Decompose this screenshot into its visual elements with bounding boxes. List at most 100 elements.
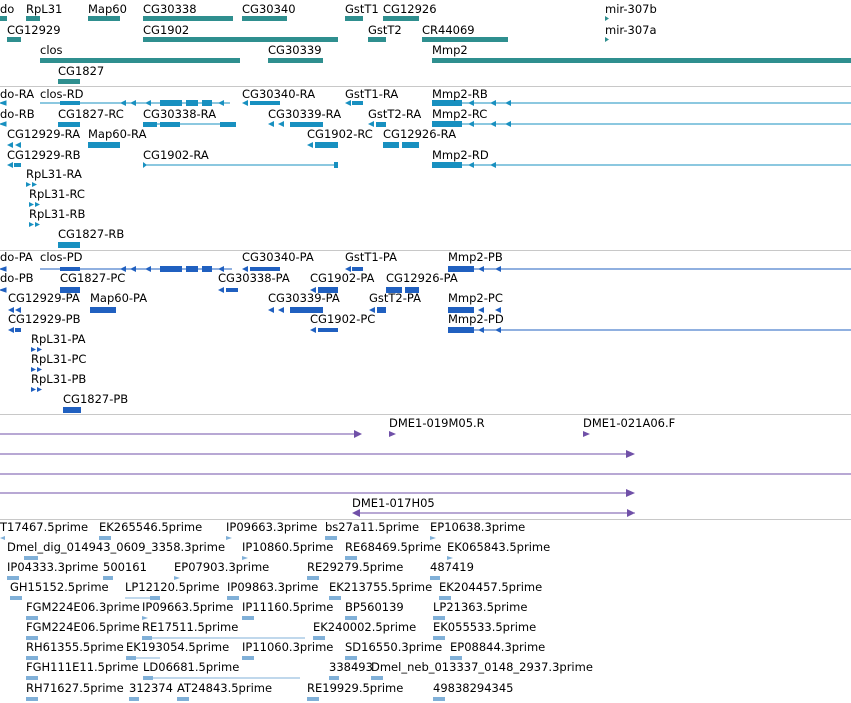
ests-feature-label[interactable]: RE29279.5prime xyxy=(307,560,403,574)
protein-feature-label[interactable]: Mmp2-PD xyxy=(448,312,504,326)
protein-feature-label[interactable]: RpL31-PB xyxy=(31,372,86,386)
ests-feature-label[interactable]: Dmel_dig_014943_0609_3358.3prime xyxy=(7,540,225,554)
ests-feature-label[interactable]: FGM224E06.5prime xyxy=(26,620,140,634)
rna-feature-label[interactable]: CG30339-RA xyxy=(268,107,341,121)
protein-feature-label[interactable]: CG12929-PB xyxy=(8,312,81,326)
ests-feature-label[interactable]: 487419 xyxy=(430,560,474,574)
ests-feature-label[interactable]: RE19929.5prime xyxy=(307,681,403,695)
ests-feature-label[interactable]: IP10860.5prime xyxy=(242,540,333,554)
clone-glyphs[interactable] xyxy=(0,430,851,517)
protein-feature-label[interactable]: GstT2-PA xyxy=(369,291,421,305)
protein-feature-label[interactable]: CG1827-PB xyxy=(63,392,128,406)
rna-feature-label[interactable]: CG12929-RA xyxy=(7,127,80,141)
ests-feature-label[interactable]: IP04333.3prime xyxy=(7,560,98,574)
rna-feature-label[interactable]: Mmp2-RB xyxy=(432,87,488,101)
ests-feature-label[interactable]: EP08844.3prime xyxy=(450,640,545,654)
protein-feature-label[interactable]: GstT1-PA xyxy=(345,250,397,264)
protein-glyphs[interactable] xyxy=(0,266,851,413)
ests-feature-label[interactable]: FGM224E06.3prime xyxy=(26,600,140,614)
ests-feature-label[interactable]: RE17511.5prime xyxy=(142,620,238,634)
genes-feature-label[interactable]: Map60 xyxy=(88,2,127,16)
protein-feature-label[interactable]: CG1902-PA xyxy=(310,271,375,285)
ests-feature-label[interactable]: IP09663.5prime xyxy=(142,600,233,614)
genes-feature-label[interactable]: Mmp2 xyxy=(432,43,468,57)
ests-feature-label[interactable]: Dmel_neb_013337_0148_2937.3prime xyxy=(371,660,593,674)
ests-feature-label[interactable]: AT24843.5prime xyxy=(177,681,272,695)
rna-feature-label[interactable]: CG1827-RB xyxy=(58,227,124,241)
ests-feature-label[interactable]: EK213755.5prime xyxy=(329,580,432,594)
ests-feature-label[interactable]: IP09663.3prime xyxy=(226,520,317,534)
ests-feature-label[interactable]: EK204457.5prime xyxy=(439,580,542,594)
ests-feature-label[interactable]: EP07903.3prime xyxy=(174,560,269,574)
clones-feature-label[interactable]: DME1-019M05.R xyxy=(389,416,485,430)
protein-feature-label[interactable]: clos-PD xyxy=(40,250,83,264)
ests-feature-label[interactable]: EK065843.5prime xyxy=(447,540,550,554)
clones-feature-label[interactable]: DME1-017H05 xyxy=(352,496,435,510)
rna-feature-label[interactable]: GstT1-RA xyxy=(345,87,398,101)
rna-feature-label[interactable]: Mmp2-RC xyxy=(432,107,487,121)
ests-feature-label[interactable]: bs27a11.5prime xyxy=(325,520,419,534)
rna-feature-label[interactable]: clos-RD xyxy=(40,87,84,101)
ests-feature-label[interactable]: 312374 xyxy=(129,681,173,695)
ests-feature-label[interactable]: EK265546.5prime xyxy=(99,520,202,534)
protein-feature-label[interactable]: CG30338-PA xyxy=(218,271,290,285)
protein-feature-label[interactable]: Mmp2-PC xyxy=(448,291,503,305)
ests-feature-label[interactable]: FGH111E11.5prime xyxy=(26,660,139,674)
rna-feature-label[interactable]: CG30340-RA xyxy=(242,87,315,101)
ests-feature-label[interactable]: 49838294345 xyxy=(433,681,513,695)
ests-feature-label[interactable]: EP10638.3prime xyxy=(430,520,525,534)
rna-feature-label[interactable]: CG30338-RA xyxy=(143,107,216,121)
ests-feature-label[interactable]: LP12120.5prime xyxy=(125,580,219,594)
rna-feature-label[interactable]: Mmp2-RD xyxy=(432,148,489,162)
protein-feature-label[interactable]: CG30339-PA xyxy=(268,291,340,305)
ests-feature-label[interactable]: IP09863.3prime xyxy=(227,580,318,594)
genes-feature-label[interactable]: CG30338 xyxy=(143,2,197,16)
rna-feature-label[interactable]: do-RA xyxy=(0,87,34,101)
genes-feature-label[interactable]: CG12926 xyxy=(383,2,437,16)
ests-feature-label[interactable]: GH15152.5prime xyxy=(10,580,109,594)
rna-feature-label[interactable]: do-RB xyxy=(0,107,35,121)
ests-feature-label[interactable]: IP11060.3prime xyxy=(242,640,333,654)
rna-feature-label[interactable]: RpL31-RC xyxy=(29,187,85,201)
protein-feature-label[interactable]: CG1902-PC xyxy=(310,312,375,326)
genes-feature-label[interactable]: GstT1 xyxy=(345,2,379,16)
ests-feature-label[interactable]: SD16550.3prime xyxy=(345,640,442,654)
genes-feature-label[interactable]: CG30339 xyxy=(268,43,322,57)
protein-feature-label[interactable]: CG12929-PA xyxy=(8,291,80,305)
rna-feature-label[interactable]: RpL31-RA xyxy=(26,167,82,181)
genes-feature-label[interactable]: CG1902 xyxy=(143,23,189,37)
genes-feature-label[interactable]: CG30340 xyxy=(242,2,296,16)
protein-feature-label[interactable]: CG30340-PA xyxy=(242,250,314,264)
rna-feature-label[interactable]: RpL31-RB xyxy=(29,207,85,221)
protein-feature-label[interactable]: do-PB xyxy=(0,271,34,285)
genes-feature-label[interactable]: CR44069 xyxy=(422,23,475,37)
genes-feature-label[interactable]: GstT2 xyxy=(368,23,402,37)
ests-feature-label[interactable]: RE68469.5prime xyxy=(345,540,441,554)
ests-feature-label[interactable]: T17467.5prime xyxy=(0,520,88,534)
protein-feature-label[interactable]: CG12926-PA xyxy=(386,271,458,285)
genes-feature-label[interactable]: do xyxy=(0,2,14,16)
ests-feature-label[interactable]: EK193054.5prime xyxy=(126,640,229,654)
est-glyphs[interactable] xyxy=(0,536,462,701)
genes-feature-label[interactable]: mir-307b xyxy=(605,2,657,16)
rna-feature-label[interactable]: CG12926-RA xyxy=(383,127,456,141)
protein-feature-label[interactable]: CG1827-PC xyxy=(60,271,125,285)
ests-feature-label[interactable]: EK240002.5prime xyxy=(313,620,416,634)
gene-glyphs[interactable] xyxy=(0,16,851,84)
genes-feature-label[interactable]: RpL31 xyxy=(26,2,62,16)
rna-feature-label[interactable]: Map60-RA xyxy=(88,127,147,141)
protein-feature-label[interactable]: Map60-PA xyxy=(90,291,147,305)
rna-feature-label[interactable]: GstT2-RA xyxy=(368,107,421,121)
ests-feature-label[interactable]: RH71627.5prime xyxy=(26,681,124,695)
protein-feature-label[interactable]: do-PA xyxy=(0,250,33,264)
rna-glyphs[interactable] xyxy=(0,100,851,248)
ests-feature-label[interactable]: BP560139 xyxy=(345,600,404,614)
ests-feature-label[interactable]: LP21363.5prime xyxy=(433,600,527,614)
rna-feature-label[interactable]: CG1902-RA xyxy=(143,148,209,162)
genes-feature-label[interactable]: clos xyxy=(40,43,63,57)
protein-feature-label[interactable]: RpL31-PA xyxy=(31,332,86,346)
rna-feature-label[interactable]: CG12929-RB xyxy=(7,148,81,162)
genes-feature-label[interactable]: CG12929 xyxy=(7,23,61,37)
genes-feature-label[interactable]: mir-307a xyxy=(605,23,657,37)
ests-feature-label[interactable]: IP11160.5prime xyxy=(242,600,333,614)
